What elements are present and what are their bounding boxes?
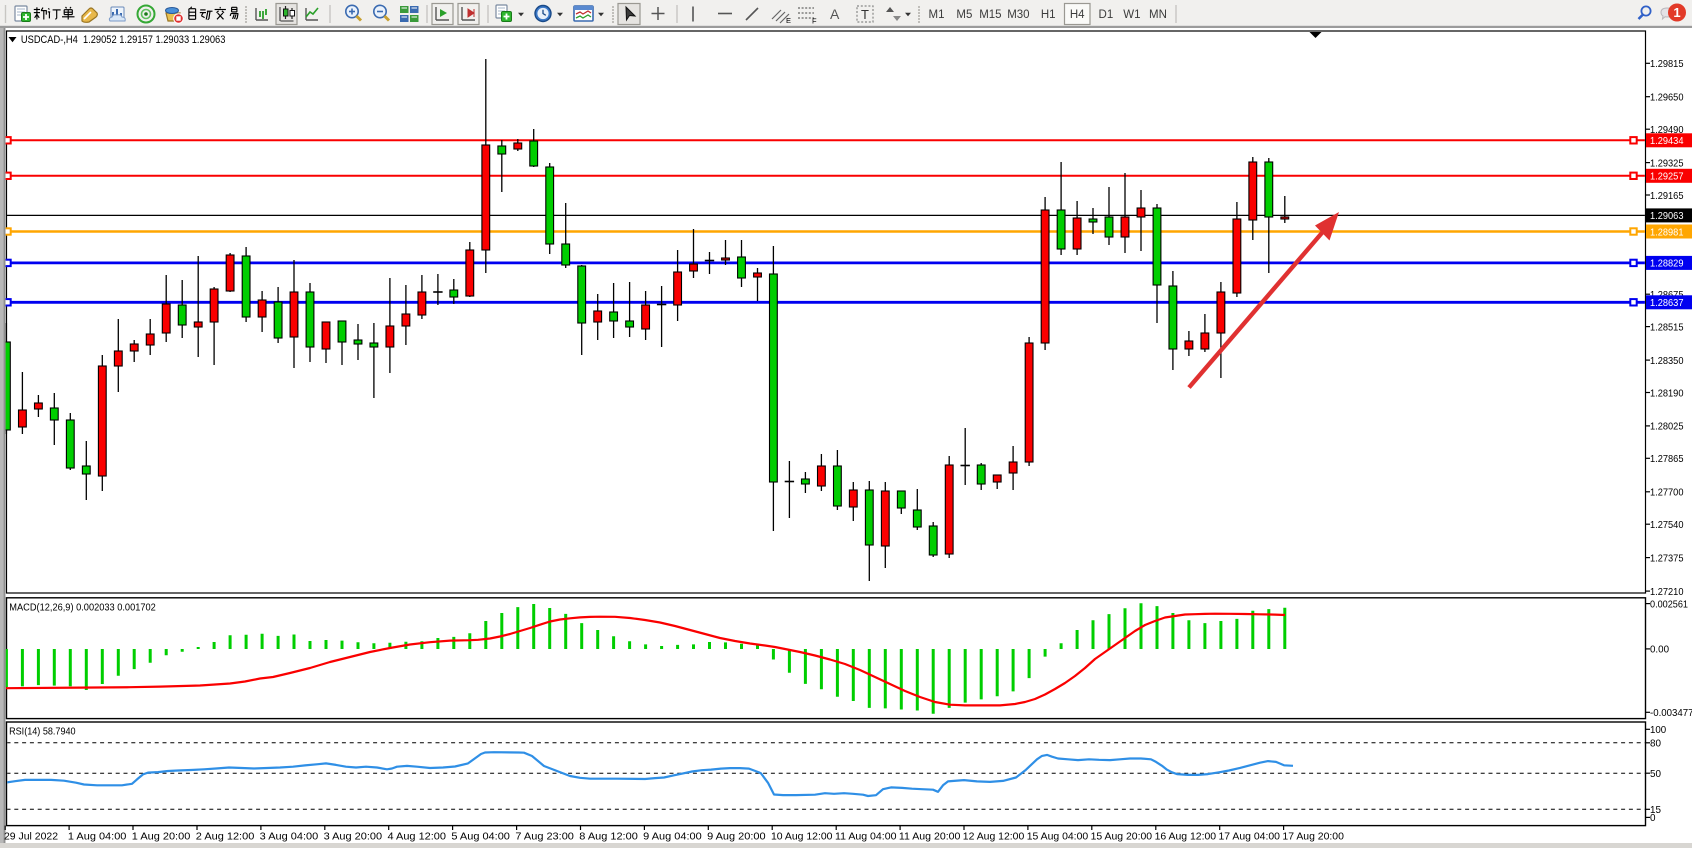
svg-text:1.28829: 1.28829	[1650, 258, 1684, 270]
svg-text:80: 80	[1650, 738, 1661, 750]
svg-text:17 Aug 04:00: 17 Aug 04:00	[1219, 830, 1281, 842]
svg-text:15 Aug 20:00: 15 Aug 20:00	[1091, 830, 1153, 842]
svg-text:1.29325: 1.29325	[1650, 157, 1684, 169]
svg-text:MACD(12,26,9) 0.002033 0.00170: MACD(12,26,9) 0.002033 0.001702	[9, 602, 156, 614]
svg-text:A: A	[830, 6, 840, 22]
svg-text:1.29257: 1.29257	[1650, 171, 1684, 183]
svg-text:1.28981: 1.28981	[1650, 226, 1684, 238]
svg-text:1 Aug 04:00: 1 Aug 04:00	[68, 830, 127, 842]
svg-text:T: T	[861, 7, 869, 22]
svg-text:1: 1	[1673, 5, 1680, 20]
svg-text:1.27865: 1.27865	[1650, 453, 1684, 465]
svg-text:M30: M30	[1007, 9, 1029, 21]
svg-text:RSI(14) 58.7940: RSI(14) 58.7940	[9, 725, 76, 737]
svg-text:2 Aug 12:00: 2 Aug 12:00	[196, 830, 255, 842]
svg-text:7 Aug 23:00: 7 Aug 23:00	[515, 830, 574, 842]
svg-text:1.28515: 1.28515	[1650, 321, 1684, 333]
svg-text:1.29490: 1.29490	[1650, 124, 1684, 136]
svg-text:9 Aug 20:00: 9 Aug 20:00	[707, 830, 766, 842]
svg-text:15: 15	[1650, 804, 1661, 816]
svg-text:1.27375: 1.27375	[1650, 552, 1684, 564]
svg-text:1.27700: 1.27700	[1650, 487, 1684, 499]
svg-text:0: 0	[1650, 812, 1656, 824]
svg-text:W1: W1	[1123, 9, 1140, 21]
svg-text:1.28190: 1.28190	[1650, 387, 1684, 399]
svg-text:3 Aug 04:00: 3 Aug 04:00	[260, 830, 319, 842]
svg-text:-0.003477: -0.003477	[1650, 707, 1692, 719]
svg-text:M15: M15	[979, 9, 1001, 21]
svg-text:0.00: 0.00	[1650, 644, 1669, 656]
svg-text:29 Jul 2022: 29 Jul 2022	[4, 830, 58, 842]
svg-text:M1: M1	[929, 9, 945, 21]
svg-text:E: E	[786, 16, 791, 25]
svg-text:USDCAD-,H4 1.29052 1.29157 1.: USDCAD-,H4 1.29052 1.29157 1.29033 1.290…	[21, 34, 226, 46]
svg-text:0.002561: 0.002561	[1650, 598, 1688, 610]
svg-text:3 Aug 20:00: 3 Aug 20:00	[324, 830, 383, 842]
svg-text:1.27210: 1.27210	[1650, 586, 1684, 598]
svg-text:50: 50	[1650, 768, 1661, 780]
svg-text:F: F	[812, 17, 817, 26]
svg-text:10 Aug 12:00: 10 Aug 12:00	[771, 830, 833, 842]
svg-text:M5: M5	[956, 9, 972, 21]
svg-text:15 Aug 04:00: 15 Aug 04:00	[1027, 830, 1089, 842]
svg-text:9 Aug 04:00: 9 Aug 04:00	[643, 830, 702, 842]
svg-text:1.29063: 1.29063	[1650, 210, 1684, 222]
svg-text:1.29165: 1.29165	[1650, 190, 1684, 202]
svg-text:4 Aug 12:00: 4 Aug 12:00	[388, 830, 447, 842]
svg-text:11 Aug 20:00: 11 Aug 20:00	[899, 830, 961, 842]
svg-text:5 Aug 04:00: 5 Aug 04:00	[451, 830, 510, 842]
svg-text:12 Aug 12:00: 12 Aug 12:00	[963, 830, 1025, 842]
svg-text:H1: H1	[1041, 9, 1056, 21]
svg-text:1.27540: 1.27540	[1650, 519, 1684, 531]
svg-text:D1: D1	[1099, 9, 1114, 21]
svg-text:MN: MN	[1149, 9, 1167, 21]
svg-text:1.28350: 1.28350	[1650, 355, 1684, 367]
svg-text:H4: H4	[1070, 9, 1085, 21]
svg-text:11 Aug 04:00: 11 Aug 04:00	[835, 830, 897, 842]
svg-text:1.28025: 1.28025	[1650, 421, 1684, 433]
svg-text:100: 100	[1650, 724, 1666, 736]
svg-text:1.29815: 1.29815	[1650, 58, 1684, 70]
svg-text:1.29434: 1.29434	[1650, 135, 1684, 147]
svg-text:1 Aug 20:00: 1 Aug 20:00	[132, 830, 191, 842]
svg-text:8 Aug 12:00: 8 Aug 12:00	[579, 830, 638, 842]
svg-text:1.28637: 1.28637	[1650, 297, 1684, 309]
svg-text:17 Aug 20:00: 17 Aug 20:00	[1282, 830, 1344, 842]
svg-text:1.29650: 1.29650	[1650, 92, 1684, 104]
svg-text:16 Aug 12:00: 16 Aug 12:00	[1155, 830, 1217, 842]
